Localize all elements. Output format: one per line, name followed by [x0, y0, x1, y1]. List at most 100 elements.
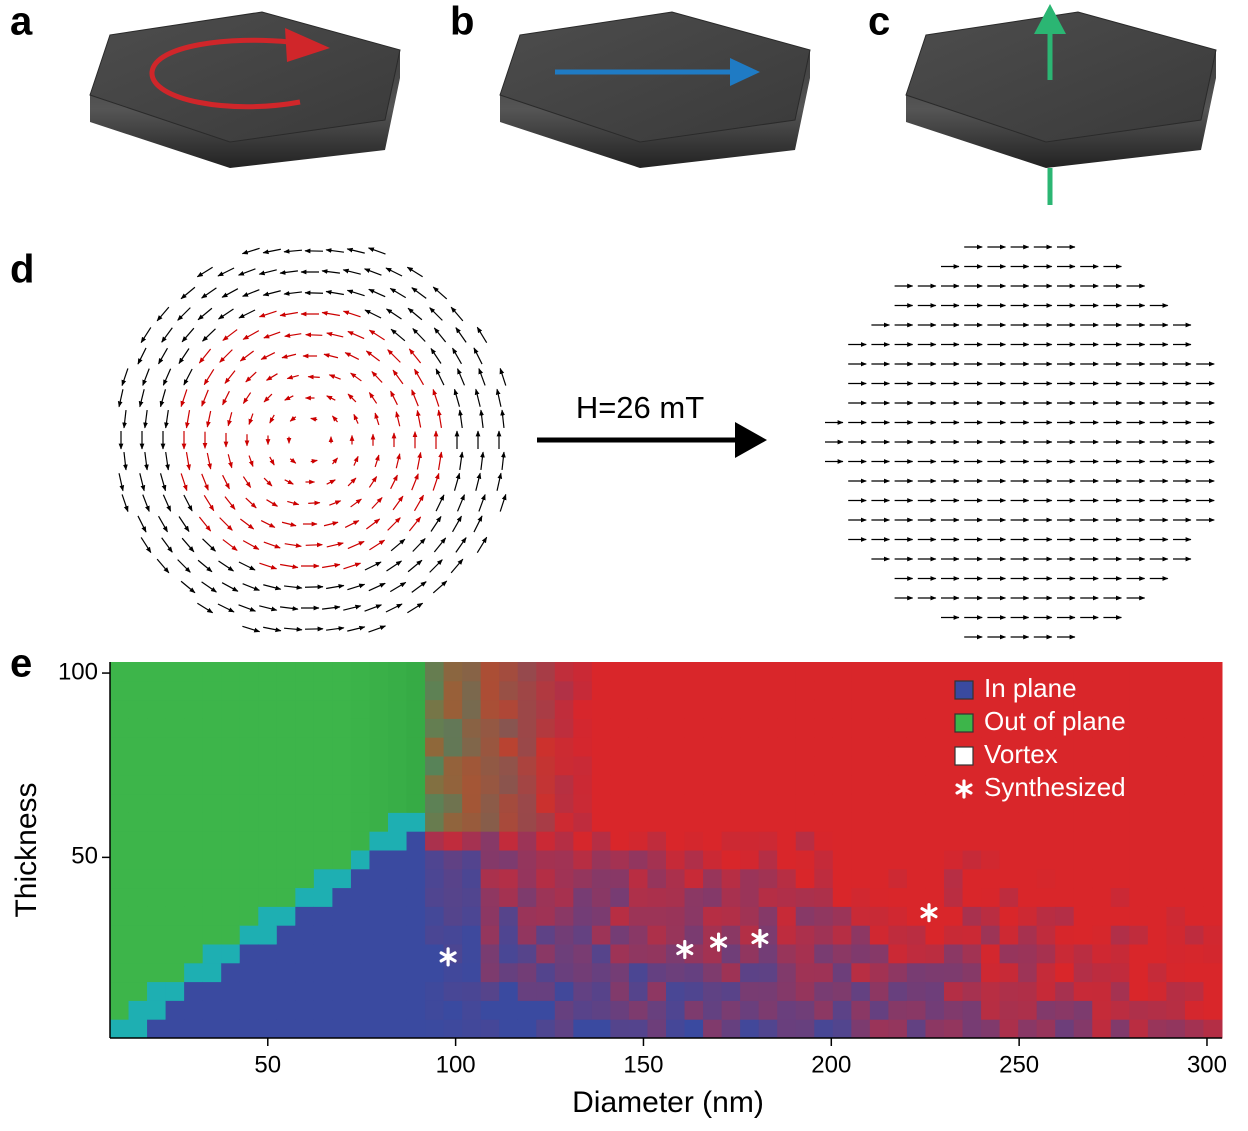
phase-cell — [814, 982, 833, 1001]
phase-cell — [499, 963, 518, 982]
phase-cell — [481, 794, 500, 813]
phase-cell — [314, 982, 333, 1001]
phase-cell — [925, 737, 944, 756]
phase-cell — [295, 700, 314, 719]
phase-cell — [1074, 963, 1093, 982]
phase-cell — [1055, 982, 1074, 1001]
phase-cell — [369, 944, 388, 963]
phase-cell — [703, 681, 722, 700]
phase-cell — [1092, 925, 1111, 944]
phase-cell — [1111, 1019, 1130, 1038]
phase-cell — [425, 794, 444, 813]
spin-arrow — [162, 328, 173, 343]
phase-cell — [722, 850, 741, 869]
spin-arrow — [261, 521, 275, 528]
phase-cell — [777, 944, 796, 963]
phase-cell — [147, 888, 166, 907]
spin-arrow — [243, 290, 260, 297]
phase-cell — [1111, 963, 1130, 982]
legend-swatch — [955, 714, 973, 732]
x-tick-label: 100 — [436, 1051, 476, 1078]
phase-cell — [147, 963, 166, 982]
spin-arrow — [343, 563, 360, 569]
phase-cell — [277, 831, 296, 850]
spin-arrow — [222, 583, 238, 592]
phase-cell — [573, 775, 592, 794]
spin-arrow — [477, 327, 486, 342]
spin-arrow — [249, 456, 253, 467]
phase-cell — [666, 906, 685, 925]
phase-cell — [351, 869, 370, 888]
phase-cell — [740, 812, 759, 831]
phase-cell — [1185, 1019, 1204, 1038]
phase-cell — [592, 831, 611, 850]
phase-cell — [833, 869, 852, 888]
phase-cell — [610, 681, 629, 700]
phase-cell — [1166, 737, 1185, 756]
phase-cell — [685, 794, 704, 813]
phase-cell — [536, 700, 555, 719]
phase-cell — [1000, 982, 1019, 1001]
phase-cell — [722, 812, 741, 831]
phase-cell — [129, 681, 148, 700]
phase-cell — [647, 982, 666, 1001]
spin-arrow — [203, 329, 216, 341]
phase-cell — [1111, 906, 1130, 925]
phase-cell — [369, 737, 388, 756]
spin-arrow — [138, 348, 146, 364]
phase-cell — [1074, 1019, 1093, 1038]
phase-cell — [1129, 737, 1148, 756]
phase-cell — [851, 906, 870, 925]
phase-cell — [1092, 812, 1111, 831]
phase-cell — [573, 1000, 592, 1019]
spin-arrow — [204, 495, 214, 510]
phase-cell — [499, 906, 518, 925]
phase-cell — [888, 1000, 907, 1019]
phase-cell — [610, 831, 629, 850]
phase-cell — [277, 850, 296, 869]
phase-cell — [166, 756, 185, 775]
spin-arrow — [369, 330, 384, 340]
phase-cell — [1129, 888, 1148, 907]
spin-arrow — [145, 410, 147, 428]
spin-arrow — [184, 495, 192, 511]
spin-arrow — [329, 501, 340, 505]
phase-cell — [963, 1000, 982, 1019]
phase-cell — [110, 718, 129, 737]
phase-cell — [759, 888, 778, 907]
spin-arrow — [280, 565, 298, 568]
phase-cell — [499, 1000, 518, 1019]
phase-cell — [129, 662, 148, 681]
phase-cell — [332, 831, 351, 850]
phase-cell — [258, 794, 277, 813]
phase-cell — [907, 700, 926, 719]
phase-cell — [1203, 925, 1222, 944]
phase-cell — [759, 1000, 778, 1019]
phase-cell — [518, 850, 537, 869]
phase-cell — [444, 982, 463, 1001]
phase-cell — [314, 737, 333, 756]
phase-cell — [629, 831, 648, 850]
phase-cell — [407, 662, 426, 681]
phase-cell — [425, 775, 444, 794]
spin-arrow — [270, 457, 274, 465]
spin-arrow — [322, 313, 340, 316]
phase-cell — [907, 1000, 926, 1019]
phase-cell — [351, 963, 370, 982]
phase-cell — [314, 794, 333, 813]
phase-cell — [295, 831, 314, 850]
panel-c — [906, 4, 1216, 205]
spin-arrow — [249, 414, 253, 425]
spin-arrow — [343, 311, 360, 317]
spin-arrow — [345, 353, 359, 360]
phase-cell — [814, 737, 833, 756]
phase-cell — [592, 982, 611, 1001]
phase-cell — [555, 831, 574, 850]
phase-cell — [203, 831, 222, 850]
phase-cell — [1111, 944, 1130, 963]
spin-arrow — [259, 270, 276, 274]
phase-cell — [1000, 1019, 1019, 1038]
spin-arrow — [433, 389, 439, 406]
spin-arrow — [207, 453, 210, 469]
phase-cell — [444, 869, 463, 888]
